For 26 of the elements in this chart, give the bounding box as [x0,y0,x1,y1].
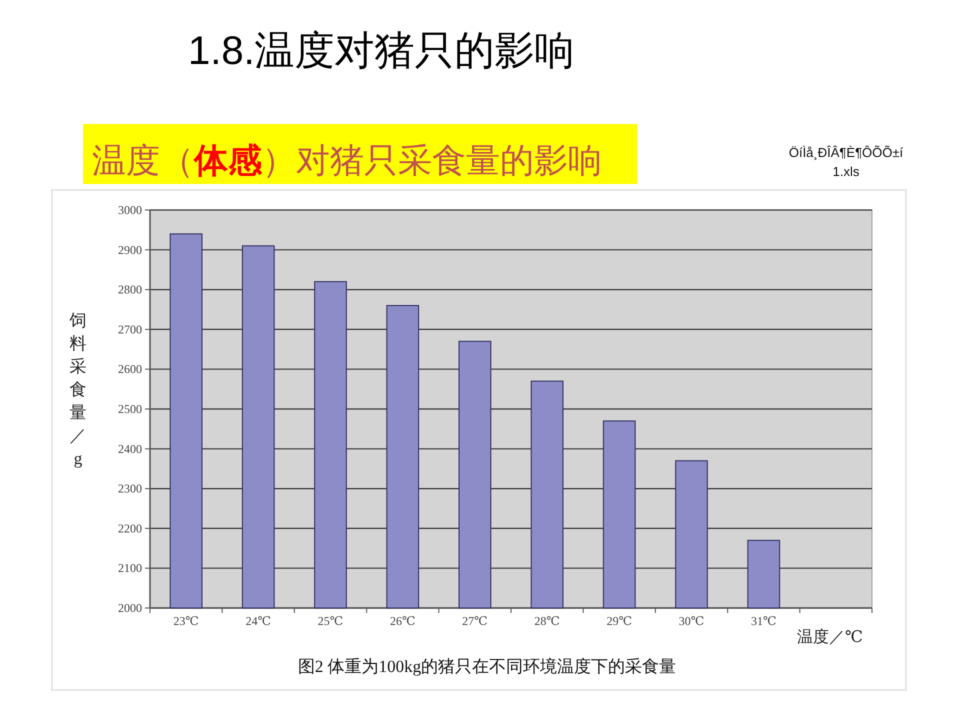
y-tick-label: 2800 [118,282,142,297]
x-tick-label: 27℃ [462,614,488,628]
x-tick-label: 26℃ [390,614,416,628]
chart-subtitle: 温度（体感）对猪只采食量的影响 [92,142,602,180]
x-tick-label: 28℃ [534,614,560,628]
y-tick-label: 2900 [118,242,142,257]
chart-title: 1.8.温度对猪只的影响 [188,29,575,73]
y-tick-label: 2600 [118,362,142,376]
x-tick-label: 24℃ [246,614,272,628]
x-tick-label: 30℃ [678,614,704,628]
y-tick-label: 2000 [118,601,142,615]
x-axis-title: 温度／℃ [797,628,863,646]
x-tick-label: 29℃ [606,614,632,628]
x-tick-label: 25℃ [318,614,344,628]
y-tick-label: 2200 [118,521,142,536]
y-tick-label: 2100 [118,561,142,576]
y-tick-label: 3000 [118,203,142,217]
y-tick-label: 2700 [118,322,142,336]
y-tick-label: 2300 [118,482,142,496]
y-axis-title: 饲料采食量／g [68,311,86,468]
y-tick-label: 2500 [118,402,142,416]
y-tick-label: 2400 [118,442,142,456]
x-tick-label: 31℃ [750,614,776,628]
text: ÖíÌå¸ÐÎÂ¶È¶ÔÕÕ±í 1.xls [788,145,904,179]
x-tick-label: 23℃ [173,614,199,628]
caption: 图2 体重为100kg的猪只在不同环境温度下的采食量 [298,657,676,676]
